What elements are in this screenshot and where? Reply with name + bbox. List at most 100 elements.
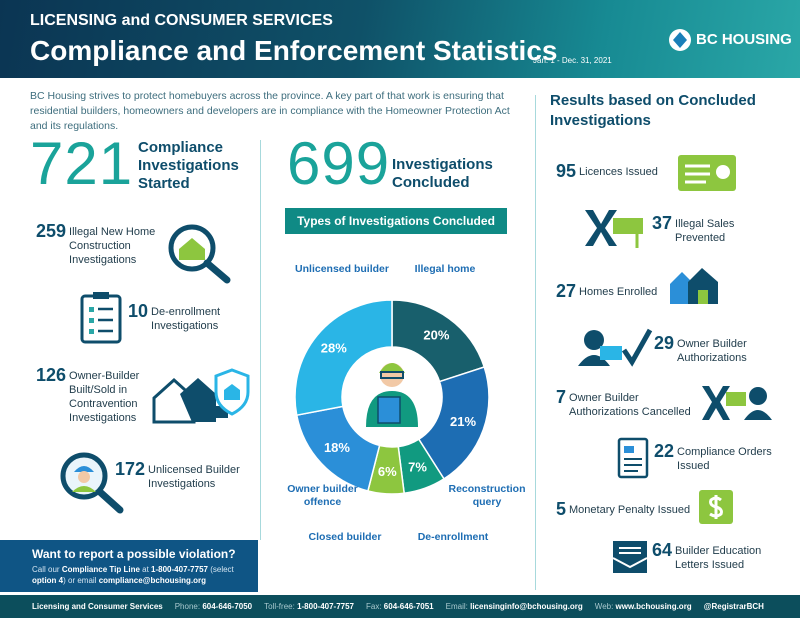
icon-shape	[688, 268, 718, 304]
person-clipboard	[377, 396, 401, 424]
icon-shape	[93, 292, 109, 299]
concluded-value: 699	[287, 130, 391, 197]
icon-shape	[584, 330, 604, 350]
value-label: 21%	[450, 414, 476, 429]
report-title: Want to report a possible violation?	[32, 547, 236, 561]
result-label: Illegal Sales Prevented	[675, 218, 735, 244]
icon-shape	[202, 406, 228, 418]
logo-text: BC HOUSING	[696, 31, 792, 48]
stat-value: 10	[128, 301, 149, 321]
stat: 10 De-enrollment Investigations	[128, 302, 253, 333]
footer-contact: Toll-free: 1-800-407-7757	[264, 602, 354, 611]
category-label: Closed builder	[308, 531, 382, 543]
result: 64 Builder Education Letters Issued	[652, 541, 782, 572]
chart-title: Types of Investigations Concluded	[285, 208, 507, 234]
icon-shape	[72, 486, 96, 492]
value-label: 20%	[423, 327, 449, 342]
text: at	[142, 565, 149, 574]
icon-shape	[168, 224, 216, 272]
stat: 259 Illegal New Home Construction Invest…	[36, 222, 176, 267]
contact-value: 1-800-407-7757	[297, 602, 354, 611]
order-icon	[617, 437, 649, 479]
person-glasses	[380, 371, 404, 379]
result-label: Licences Issued	[579, 166, 658, 178]
icon-shape	[203, 259, 231, 284]
footer-twitter[interactable]: @RegistrarBCH	[703, 602, 764, 611]
letter-icon	[612, 541, 648, 573]
icon-shape	[224, 384, 240, 400]
concluded-label: Investigations Concluded	[392, 156, 493, 191]
footer-contact: Web: www.bchousing.org	[595, 602, 692, 611]
header-period: Jan. 1 - Dec. 31, 2021	[533, 56, 612, 65]
category-label: Owner builder offence	[287, 483, 358, 508]
header-kicker: LICENSING and CONSUMER SERVICES	[30, 12, 333, 29]
stat-label: Illegal New Home Construction Investigat…	[69, 226, 156, 266]
result-value: 37	[652, 213, 673, 233]
footer-contact: Fax: 604-646-7051	[366, 602, 434, 611]
icon-shape	[89, 307, 94, 312]
intro: BC Housing strives to protect homebuyers…	[30, 90, 510, 132]
cancel-icon	[702, 386, 772, 420]
stat-value: 259	[36, 221, 67, 241]
icon-shape	[709, 495, 723, 519]
contact-value: 604-646-7051	[383, 602, 434, 611]
result-label: Homes Enrolled	[579, 286, 658, 298]
licence-icon	[678, 155, 736, 191]
icon-shape	[726, 392, 746, 406]
result-value: 22	[654, 441, 675, 461]
authorization-icon	[578, 328, 653, 367]
contact-value: 604-646-7050	[202, 602, 253, 611]
result-label: Owner Builder Authorizations	[677, 338, 747, 364]
icon-shape	[624, 446, 634, 453]
icon-shape	[749, 387, 767, 405]
icon-shape	[612, 557, 648, 569]
started-label: Compliance Investigations Started	[138, 139, 239, 192]
icon-shape	[179, 238, 205, 260]
email[interactable]: compliance@bchousing.org	[98, 576, 207, 585]
clipboard-icon	[80, 292, 122, 344]
contact-label: Web:	[594, 602, 614, 611]
icon-shape	[89, 329, 94, 334]
stat-label: Owner-Builder Built/Sold in Contraventio…	[69, 370, 140, 424]
text: ) or email	[63, 576, 97, 585]
result-label: Compliance Orders Issued	[677, 446, 772, 472]
category-label: Illegal home	[414, 263, 476, 275]
icon-shape	[744, 410, 772, 420]
result-value: 7	[556, 387, 567, 407]
icon-shape	[600, 346, 622, 360]
stat-value: 126	[36, 365, 67, 385]
stat-label: Unlicensed Builder Investigations	[148, 464, 240, 490]
result-value: 27	[556, 281, 577, 301]
value-label: 28%	[321, 340, 347, 355]
text: Call our	[32, 565, 60, 574]
divider	[260, 140, 261, 540]
contact-value[interactable]: licensinginfo@bchousing.org	[470, 602, 583, 611]
penalty-icon	[699, 490, 733, 524]
text: (select	[210, 565, 234, 574]
house-search-icon	[168, 224, 231, 284]
stat: 172 Unlicensed Builder Investigations	[115, 460, 255, 491]
donut-segment	[294, 299, 393, 417]
result: 37 Illegal Sales Prevented	[652, 214, 772, 245]
result: 29 Owner Builder Authorizations	[654, 334, 774, 365]
category-label: Reconstruction query	[448, 483, 526, 508]
person-hair	[379, 363, 405, 373]
icon-shape	[613, 218, 643, 234]
contact-value[interactable]: www.bchousing.org	[615, 602, 692, 611]
started-value: 721	[30, 130, 134, 197]
result-value: 64	[652, 540, 673, 560]
category-label: De-enrollment	[417, 531, 489, 543]
stat: 126 Owner-Builder Built/Sold in Contrave…	[36, 366, 156, 425]
footer-org: Licensing and Consumer Services	[32, 602, 163, 611]
contact-label: Toll-free:	[264, 602, 295, 611]
illegal-sale-icon	[585, 210, 643, 248]
report-box: Want to report a possible violation? Cal…	[0, 540, 258, 592]
category-label: Unlicensed builder	[295, 263, 389, 275]
result-value: 5	[556, 499, 567, 519]
results-title: Results based on Concluded Investigation…	[550, 92, 756, 129]
value-label: 6%	[378, 464, 397, 479]
houses-shield-icon	[152, 368, 250, 424]
result: 5 Monetary Penalty Issued	[556, 500, 690, 518]
